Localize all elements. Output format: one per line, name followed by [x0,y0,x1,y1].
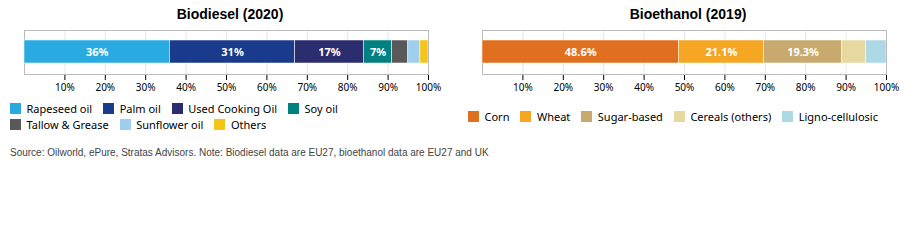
html-text:Rapeseed oil: Rapeseed oil [26,100,93,116]
svg-text:100%: 100% [416,80,441,94]
svg-text:10%: 10% [55,80,75,94]
svg-text:31%: 31% [221,44,244,59]
svg-text:10%: 10% [513,80,533,94]
html-text:Sugar-based: Sugar-based [597,109,663,124]
svg-text:30%: 30% [136,80,156,94]
svg-text:21.1%: 21.1% [706,44,738,59]
svg-text:60%: 60% [715,80,735,94]
svg-text:17%: 17% [318,44,341,59]
html-text:Used Cooking Oil: Used Cooking Oil [188,100,278,116]
svg-text:19.3%: 19.3% [787,44,819,59]
svg-text:90%: 90% [836,80,856,94]
svg-text:36%: 36% [86,44,109,59]
svg-text:80%: 80% [796,80,816,94]
html-text:Sunflower oil: Sunflower oil [136,117,204,133]
svg-text:70%: 70% [755,80,775,94]
html-text:Ligno-cellulosic: Ligno-cellulosic [798,109,878,124]
html-text:Soy oil: Soy oil [304,100,338,116]
svg-text:50%: 50% [675,80,695,94]
html-text:Bioethanol (2019): Bioethanol (2019) [629,6,747,22]
svg-text:20%: 20% [95,80,115,94]
svg-text:48.6%: 48.6% [565,44,597,59]
svg-text:90%: 90% [378,80,398,94]
html-text:Palm oil: Palm oil [119,100,161,116]
html-text:Corn: Corn [484,109,510,124]
html-text:Others: Others [230,117,267,133]
html-text:Source: Oilworld, ePure, Strat: Source: Oilworld, ePure, Stratas Advisor… [10,146,489,158]
html-text:Tallow & Grease: Tallow & Grease [26,117,109,133]
svg-text:30%: 30% [594,80,614,94]
svg-text:20%: 20% [553,80,573,94]
svg-text:70%: 70% [297,80,317,94]
svg-text:40%: 40% [176,80,196,94]
svg-text:50%: 50% [217,80,237,94]
html-text:Biodiesel (2020): Biodiesel (2020) [176,6,284,22]
svg-text:7%: 7% [370,44,386,59]
svg-text:80%: 80% [338,80,358,94]
html-text:Cereals (others): Cereals (others) [690,109,772,124]
html-text:Wheat: Wheat [537,109,571,124]
svg-text:40%: 40% [634,80,654,94]
svg-text:60%: 60% [257,80,277,94]
svg-text:100%: 100% [874,80,899,94]
